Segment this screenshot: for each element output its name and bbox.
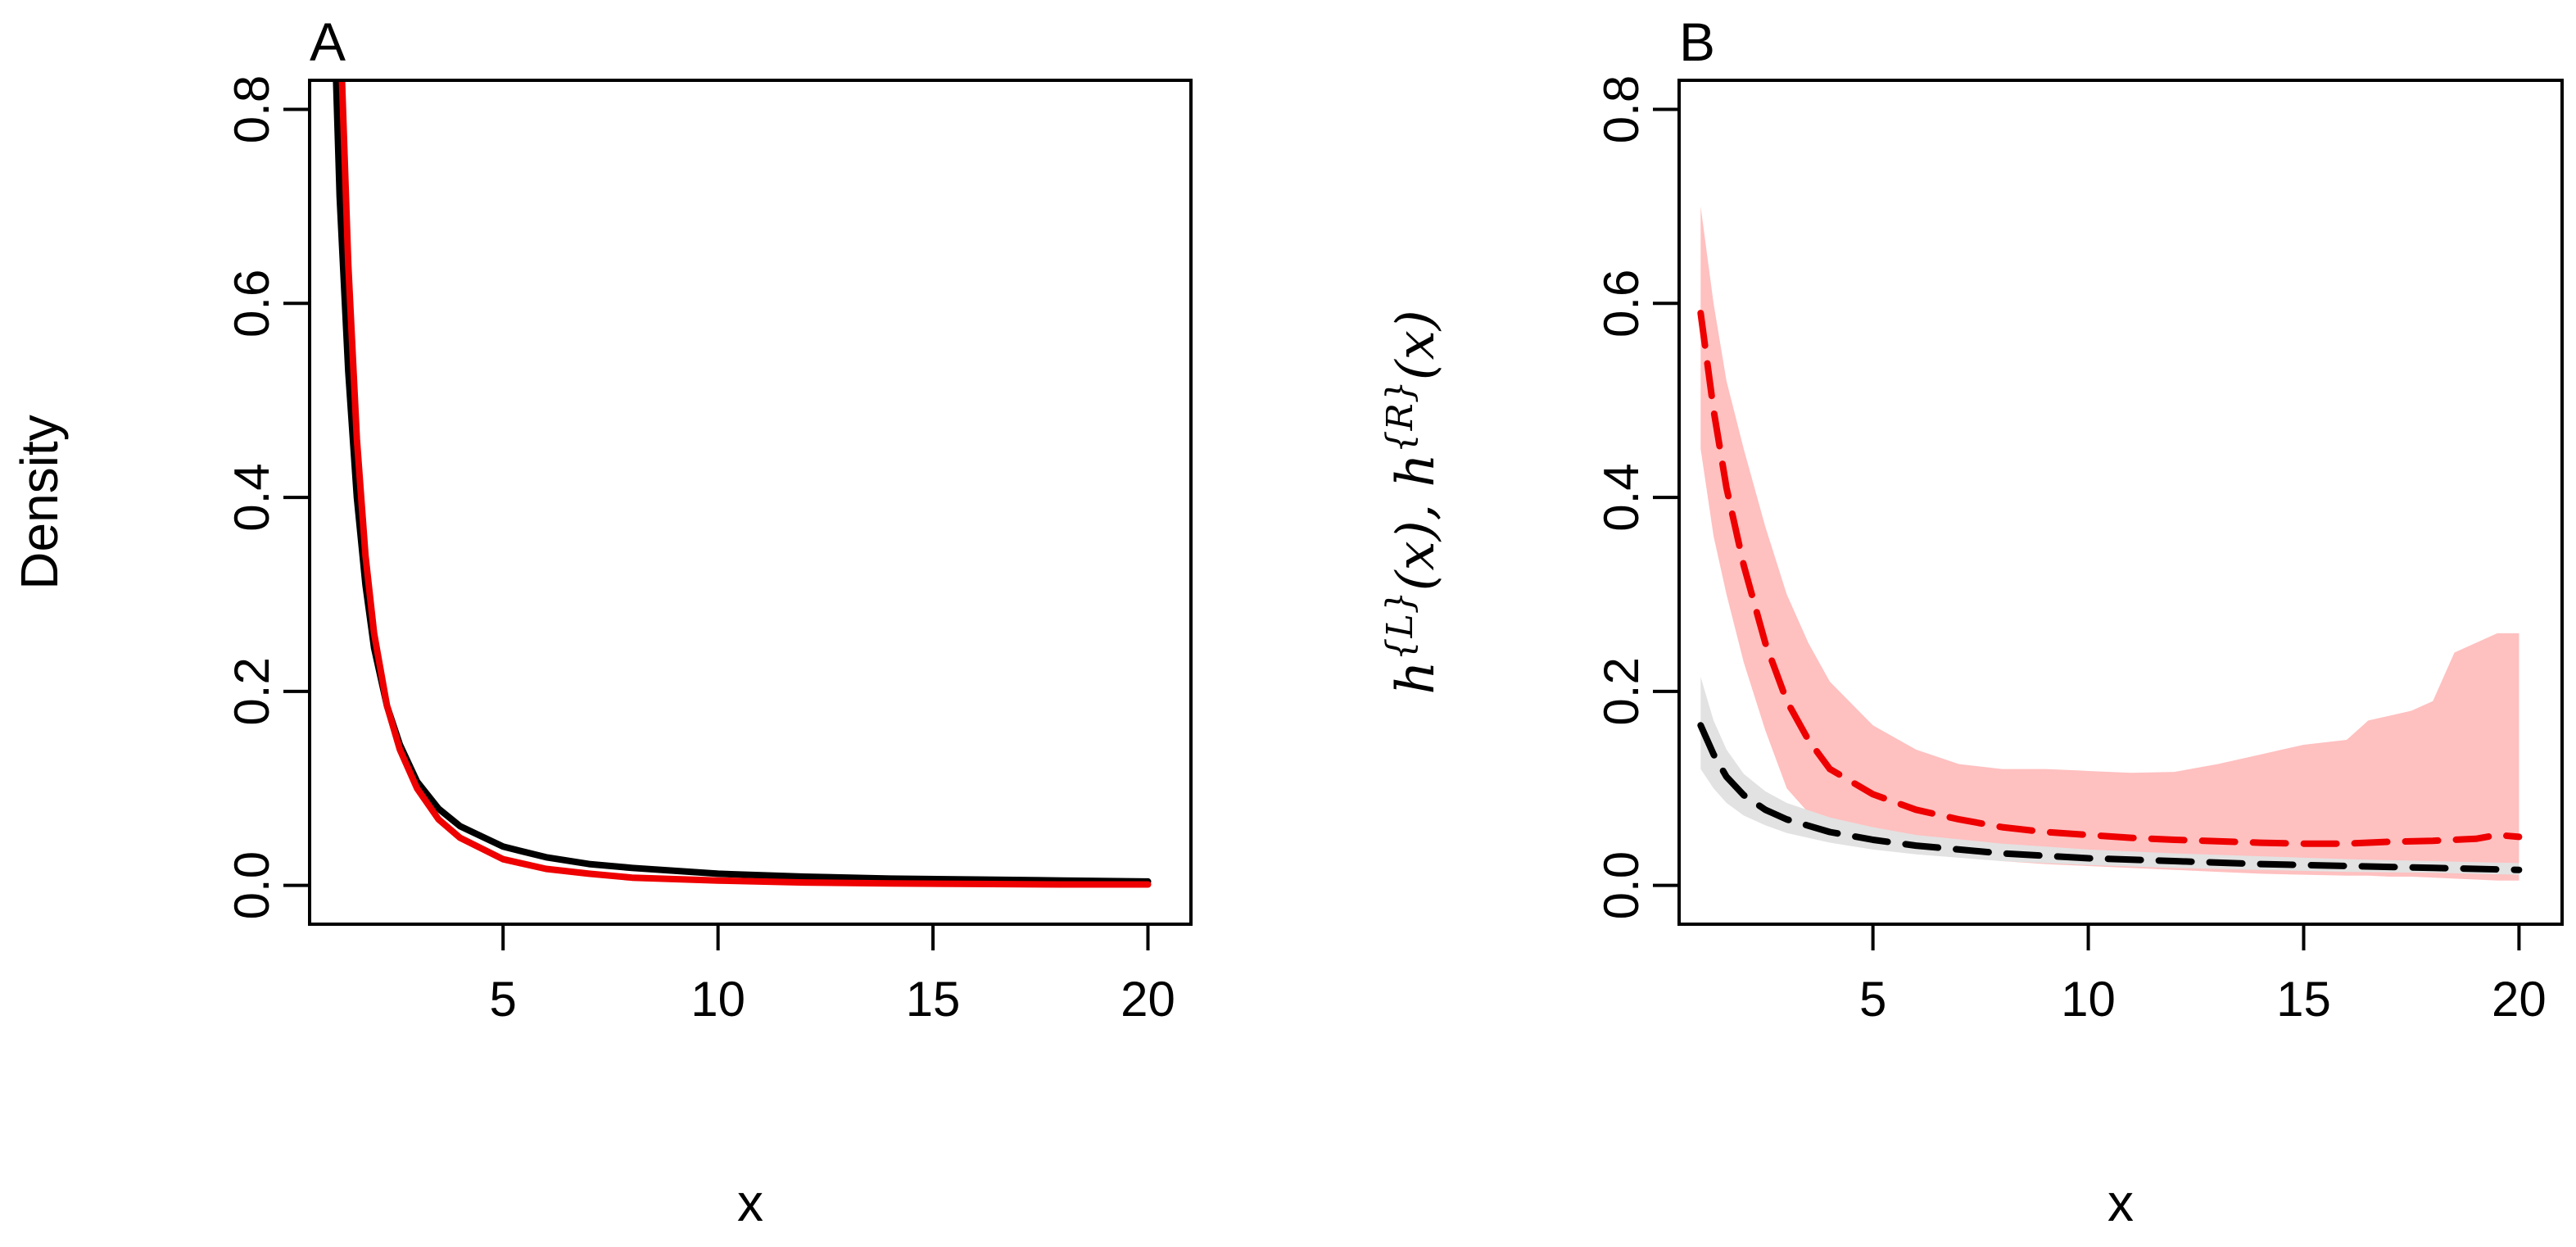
panel-b-red-estimate-line — [1697, 310, 2523, 847]
panel-b-ylabel-arg1: (x), — [1386, 487, 1446, 592]
panel-b-ytick-label-4: 0.8 — [1594, 75, 1649, 143]
panel-a-ytick-label-1: 0.2 — [224, 657, 279, 725]
panel-b-ylabel-h1: h — [1386, 661, 1446, 695]
panel-a-xtick-label-5: 5 — [490, 972, 517, 1027]
panel-a-xtick-label-20: 20 — [1120, 972, 1175, 1027]
panel-b-black-estimate-line — [1697, 722, 2523, 873]
panel-b-frame — [1677, 79, 2564, 926]
panel-a: 5 10 15 20 0.0 0.2 0.4 0.6 0.8 A x Density — [10, 11, 1193, 1232]
panel-b-xtick-label-15: 15 — [2276, 972, 2331, 1027]
panel-a-red-density-line — [338, 80, 1152, 888]
panel-a-xtick-label-10: 10 — [690, 972, 745, 1027]
panel-a-marks — [333, 80, 1152, 888]
panel-a-ytick-label-0: 0.0 — [224, 851, 279, 919]
panel-b-xlabel: x — [2107, 1173, 2134, 1232]
panel-b-ylabel-h2: h — [1386, 453, 1446, 487]
panel-a-axes: 5 10 15 20 0.0 0.2 0.4 0.6 0.8 — [224, 75, 1175, 1027]
panel-a-black-density-line — [333, 80, 1152, 885]
panel-a-plot-area — [333, 80, 1152, 888]
panel-b-xtick-label-20: 20 — [2492, 972, 2547, 1027]
panel-a-ylabel: Density — [10, 415, 69, 589]
panel-b-ytick-label-0: 0.0 — [1594, 851, 1649, 919]
panel-a-frame — [308, 79, 1193, 926]
panel-b-ylabel-sup1: {L} — [1379, 591, 1421, 660]
panel-b-ytick-label-3: 0.6 — [1594, 270, 1649, 338]
panel-a-ytick-label-4: 0.8 — [224, 75, 279, 143]
panel-a-xlabel: x — [737, 1173, 763, 1232]
panel-b: 5 10 15 200.00.20.40.60.8 B x h{L}(x), h{R}… — [1379, 11, 2564, 1232]
panel-b-ylabel: h{L}(x), h{R}(x) — [1379, 310, 1446, 695]
panel-b-ytick-label-1: 0.2 — [1594, 657, 1649, 725]
panel-a-ytick-label-3: 0.6 — [224, 270, 279, 338]
panel-b-ylabel-arg2: (x) — [1386, 310, 1446, 380]
panel-b-ylabel-sup2: {R} — [1379, 380, 1421, 453]
panel-b-plot-area — [1697, 206, 2523, 881]
panel-a-letter: A — [310, 11, 346, 72]
panel-b-axes: 5 10 15 20 0.0 0.2 0.4 0.6 0.8 — [1594, 75, 2547, 1027]
panel-a-ytick-label-2: 0.4 — [224, 463, 279, 531]
panel-a-xtick-label-15: 15 — [906, 972, 961, 1027]
panel-b-letter: B — [1679, 11, 1715, 72]
panel-b-red-band — [1700, 206, 2519, 881]
panel-b-xtick-label-10: 10 — [2061, 972, 2116, 1027]
panel-b-ytick-label-2: 0.4 — [1594, 463, 1649, 531]
panel-b-marks — [1697, 206, 2523, 881]
panel-b-xtick-label-5: 5 — [1859, 972, 1886, 1027]
